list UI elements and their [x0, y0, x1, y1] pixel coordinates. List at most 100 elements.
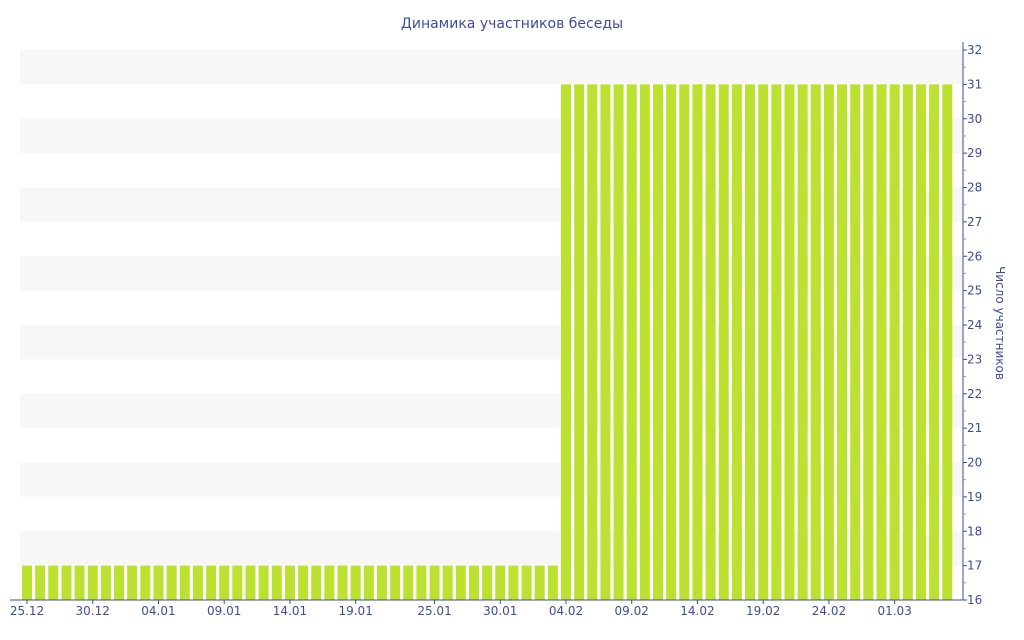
bar-01.03 — [889, 84, 900, 600]
y-tick-label: 20 — [967, 456, 982, 470]
bar-24.02 — [823, 84, 834, 600]
bar-27.02 — [863, 84, 874, 600]
bar-27.12 — [48, 565, 59, 600]
bar-09.02 — [626, 84, 637, 600]
bar-02.03 — [902, 84, 913, 600]
x-tick-label: 04.01 — [141, 604, 175, 618]
chart-title: Динамика участников беседы — [401, 16, 623, 32]
bar-24.01 — [416, 565, 427, 600]
x-tick-label: 30.12 — [76, 604, 110, 618]
bar-17.02 — [731, 84, 742, 600]
y-axis-label: Число участников — [993, 266, 1007, 380]
y-tick-label: 32 — [967, 43, 982, 57]
grid-band — [20, 256, 963, 291]
bar-09.01 — [219, 565, 230, 600]
x-tick-label: 25.12 — [10, 604, 44, 618]
bar-02.01 — [127, 565, 138, 600]
bar-07.02 — [600, 84, 611, 600]
bar-16.01 — [311, 565, 322, 600]
bars — [22, 84, 953, 600]
bar-25.02 — [837, 84, 848, 600]
y-tick-label: 19 — [967, 490, 982, 504]
grid-band — [20, 393, 963, 429]
x-tick-label: 14.02 — [680, 604, 714, 618]
bar-21.01 — [376, 565, 387, 600]
x-tick-label: 01.03 — [877, 604, 911, 618]
bar-19.01 — [350, 565, 361, 600]
bar-04.02 — [561, 84, 571, 600]
bar-15.02 — [705, 84, 716, 600]
bar-18.02 — [745, 84, 756, 600]
bar-25.12 — [22, 565, 32, 600]
bar-30.01 — [495, 565, 506, 600]
y-axis: 16 17 18 19 20 21 22 23 24 25 26 27 28 29 30 31 32 — [962, 42, 982, 607]
y-tick-label: 30 — [967, 112, 982, 126]
bar-27.01 — [455, 565, 466, 600]
bar-10.01 — [232, 565, 243, 600]
y-tick-label: 28 — [967, 181, 982, 195]
y-tick-label: 31 — [967, 77, 982, 91]
y-tick-label: 17 — [967, 559, 982, 573]
bar-18.01 — [337, 565, 348, 600]
grid-band — [20, 50, 963, 85]
grid-band — [20, 325, 963, 360]
bar-01.02 — [521, 565, 532, 600]
x-tick-label: 09.02 — [615, 604, 649, 618]
bar-26.02 — [850, 84, 861, 600]
x-tick-label: 14.01 — [273, 604, 307, 618]
x-tick-label: 04.02 — [549, 604, 583, 618]
bar-06.02 — [587, 84, 598, 600]
bar-07.01 — [192, 565, 203, 600]
y-tick-label: 21 — [967, 421, 982, 435]
bar-05.01 — [166, 565, 177, 600]
bar-20.02 — [771, 84, 782, 600]
bar-23.01 — [403, 565, 414, 600]
grid-band — [20, 531, 963, 566]
bar-10.02 — [639, 84, 650, 600]
x-tick-label: 19.02 — [746, 604, 780, 618]
x-tick-label: 24.02 — [812, 604, 846, 618]
x-axis: 25.12 30.12 04.01 09.01 14.01 19.01 25.01 30.01… — [10, 599, 963, 618]
y-tick-label: 26 — [967, 249, 982, 263]
bar-12.01 — [258, 565, 269, 600]
bar-19.02 — [758, 84, 769, 600]
x-tick-label: 30.01 — [483, 604, 517, 618]
bar-05.02 — [574, 84, 585, 600]
bar-13.01 — [271, 565, 282, 600]
y-tick-label: 24 — [967, 318, 982, 332]
bar-25.01 — [429, 565, 440, 600]
y-tick-label: 23 — [967, 352, 982, 366]
bar-31.12 — [100, 565, 111, 600]
y-tick-label: 25 — [967, 284, 982, 298]
bar-04.01 — [153, 565, 164, 600]
grid-bands — [20, 50, 963, 566]
bar-15.01 — [298, 565, 309, 600]
bar-03.03 — [915, 84, 926, 600]
bar-23.02 — [810, 84, 821, 600]
x-tick-label: 25.01 — [417, 604, 451, 618]
bar-31.01 — [508, 565, 519, 600]
bar-16.02 — [718, 84, 729, 600]
bar-22.02 — [797, 84, 808, 600]
y-tick-label: 27 — [967, 215, 982, 229]
bar-26.01 — [442, 565, 453, 600]
bar-06.01 — [179, 565, 190, 600]
bar-11.02 — [653, 84, 664, 600]
x-tick-label: 19.01 — [338, 604, 372, 618]
bar-21.02 — [784, 84, 795, 600]
bar-28.02 — [876, 84, 887, 600]
bar-26.12 — [35, 565, 46, 600]
bar-11.01 — [245, 565, 256, 600]
bar-03.02 — [547, 565, 558, 600]
y-tick-label: 18 — [967, 524, 982, 538]
bar-20.01 — [363, 565, 374, 600]
bar-12.02 — [666, 84, 677, 600]
bar-08.01 — [206, 565, 217, 600]
bar-01.01 — [114, 565, 125, 600]
grid-band — [20, 462, 963, 497]
bar-22.01 — [390, 565, 401, 600]
x-tick-label: 09.01 — [207, 604, 241, 618]
bar-30.12 — [87, 565, 98, 600]
bar-14.02 — [692, 84, 703, 600]
